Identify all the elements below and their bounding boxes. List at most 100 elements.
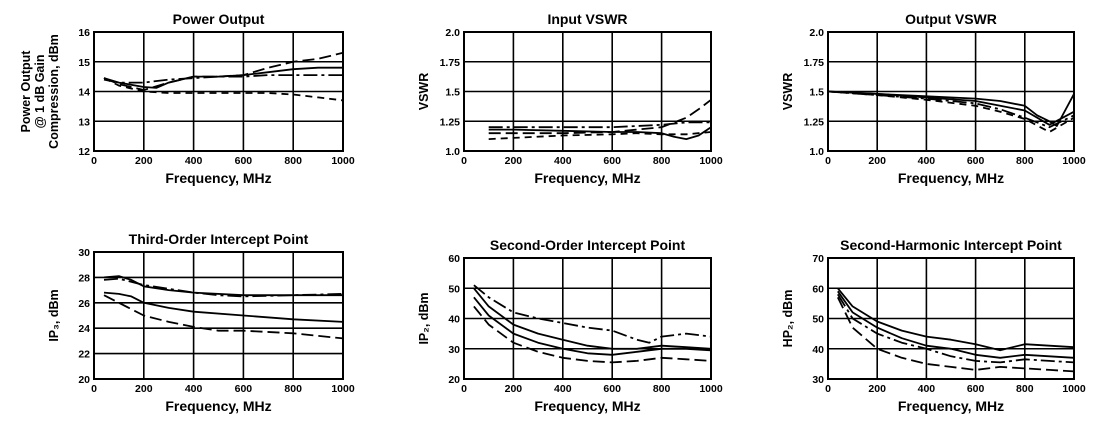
x-tick-label: 600 bbox=[967, 383, 985, 395]
series-line-2 bbox=[473, 287, 712, 350]
x-tick-label: 400 bbox=[554, 155, 572, 167]
series-line-1 bbox=[488, 126, 712, 140]
x-tick-label: 200 bbox=[135, 155, 153, 167]
x-tick-label: 200 bbox=[868, 155, 886, 167]
series-line-3 bbox=[103, 291, 344, 323]
x-tick-label: 200 bbox=[505, 383, 523, 395]
y-axis-label: IP₃, dBm bbox=[47, 289, 61, 341]
x-tick-label: 800 bbox=[1016, 155, 1034, 167]
y-tick-label: 60 bbox=[812, 283, 824, 295]
series-line-4 bbox=[473, 305, 712, 364]
series-line-2 bbox=[488, 121, 711, 129]
x-tick-label: 1000 bbox=[1062, 383, 1086, 395]
x-tick-label: 800 bbox=[284, 383, 302, 395]
chart-title: Second-Order Intercept Point bbox=[490, 237, 686, 253]
y-axis-label: Power Output bbox=[19, 50, 33, 133]
x-axis-label: Frequency, MHz bbox=[165, 170, 271, 186]
y-axis-label: IP₂, dBm bbox=[417, 292, 431, 344]
x-tick-label: 800 bbox=[1016, 383, 1034, 395]
x-tick-label: 1000 bbox=[699, 383, 723, 395]
series-line-2 bbox=[837, 290, 1075, 359]
y-tick-label: 20 bbox=[448, 374, 460, 386]
y-tick-label: 1.75 bbox=[804, 57, 825, 69]
x-tick-label: 600 bbox=[235, 155, 253, 167]
chart-title: Input VSWR bbox=[547, 11, 627, 27]
y-axis-label: VSWR bbox=[417, 73, 431, 111]
chart-2: Input VSWR 0 200 400 600 800 1000 1.0 1.25 1.5 1.7… bbox=[417, 11, 723, 186]
y-axis-label: Compression, dBm bbox=[47, 34, 61, 149]
y-tick-label: 13 bbox=[78, 116, 90, 128]
x-tick-label: 1000 bbox=[331, 383, 355, 395]
plot-frame bbox=[93, 31, 344, 152]
y-tick-label: 12 bbox=[78, 146, 90, 158]
chart-title: Second-Harmonic Intercept Point bbox=[840, 237, 1062, 253]
y-tick-label: 1.0 bbox=[445, 146, 460, 158]
x-axis-label: Frequency, MHz bbox=[898, 398, 1004, 414]
x-axis-label: Frequency, MHz bbox=[534, 170, 640, 186]
y-tick-label: 30 bbox=[812, 374, 824, 386]
x-tick-label: 200 bbox=[868, 383, 886, 395]
x-tick-label: 0 bbox=[461, 383, 467, 395]
y-tick-label: 50 bbox=[448, 283, 460, 295]
x-tick-label: 0 bbox=[461, 155, 467, 167]
y-axis-label: VSWR bbox=[781, 73, 795, 111]
y-tick-label: 30 bbox=[448, 344, 460, 356]
x-tick-label: 0 bbox=[91, 155, 97, 167]
y-tick-label: 40 bbox=[812, 344, 824, 356]
series-line-2 bbox=[827, 90, 1075, 126]
y-tick-label: 26 bbox=[78, 298, 90, 310]
y-tick-label: 1.25 bbox=[440, 116, 461, 128]
x-tick-label: 1000 bbox=[1062, 155, 1086, 167]
chart-title: Power Output bbox=[173, 11, 265, 27]
y-tick-label: 16 bbox=[78, 27, 90, 39]
series-line-1 bbox=[473, 284, 712, 344]
y-tick-label: 30 bbox=[78, 247, 90, 259]
y-tick-label: 40 bbox=[448, 314, 460, 326]
series-line-1 bbox=[103, 275, 343, 297]
series-line-4 bbox=[827, 90, 1075, 133]
x-tick-label: 800 bbox=[653, 155, 671, 167]
y-tick-label: 24 bbox=[78, 323, 90, 335]
y-tick-label: 2.0 bbox=[445, 27, 460, 39]
y-axis-label: @ 1 dB Gain bbox=[33, 54, 47, 128]
chart-title: Third-Order Intercept Point bbox=[129, 231, 309, 247]
x-tick-label: 200 bbox=[135, 383, 153, 395]
x-tick-label: 400 bbox=[554, 383, 572, 395]
series-line-1 bbox=[103, 66, 343, 89]
y-tick-label: 22 bbox=[78, 349, 90, 361]
series-line-4 bbox=[836, 296, 1075, 373]
x-tick-label: 600 bbox=[603, 383, 621, 395]
y-tick-label: 50 bbox=[812, 314, 824, 326]
x-tick-label: 600 bbox=[235, 383, 253, 395]
y-tick-label: 1.0 bbox=[809, 146, 824, 158]
chart-1: Power Output 0 200 400 600 800 1000 12 13 14 15 16 F… bbox=[19, 11, 355, 186]
x-tick-label: 800 bbox=[653, 383, 671, 395]
x-tick-label: 0 bbox=[825, 383, 831, 395]
plot-frame bbox=[463, 31, 712, 152]
plot-frame bbox=[463, 257, 712, 380]
y-axis-label: HP₂, dBm bbox=[781, 290, 795, 348]
x-tick-label: 400 bbox=[185, 383, 203, 395]
series-line-4 bbox=[488, 131, 712, 140]
series-line-4 bbox=[103, 294, 344, 340]
x-tick-label: 0 bbox=[825, 155, 831, 167]
chart-3: Output VSWR 0 200 400 600 800 1000 1.0 1.25 1.5 1.… bbox=[781, 11, 1086, 186]
y-tick-label: 14 bbox=[78, 87, 90, 99]
x-tick-label: 600 bbox=[603, 155, 621, 167]
x-tick-label: 200 bbox=[505, 155, 523, 167]
series-line-3 bbox=[837, 293, 1075, 364]
y-tick-label: 60 bbox=[448, 253, 460, 265]
x-tick-label: 600 bbox=[967, 155, 985, 167]
y-tick-label: 1.75 bbox=[440, 57, 461, 69]
x-tick-label: 800 bbox=[284, 155, 302, 167]
chart-4: Third-Order Intercept Point 0 200 400 600 800… bbox=[47, 231, 355, 414]
y-tick-label: 28 bbox=[78, 272, 90, 284]
y-tick-label: 20 bbox=[78, 374, 90, 386]
series-line-1 bbox=[837, 287, 1075, 352]
x-axis-label: Frequency, MHz bbox=[534, 398, 640, 414]
x-tick-label: 1000 bbox=[331, 155, 355, 167]
chart-5: Second-Order Intercept Point 0 200 400 600 80… bbox=[417, 237, 723, 414]
x-tick-label: 400 bbox=[918, 383, 936, 395]
chart-6: Second-Harmonic Intercept Point 0 200 400 60… bbox=[781, 237, 1086, 414]
